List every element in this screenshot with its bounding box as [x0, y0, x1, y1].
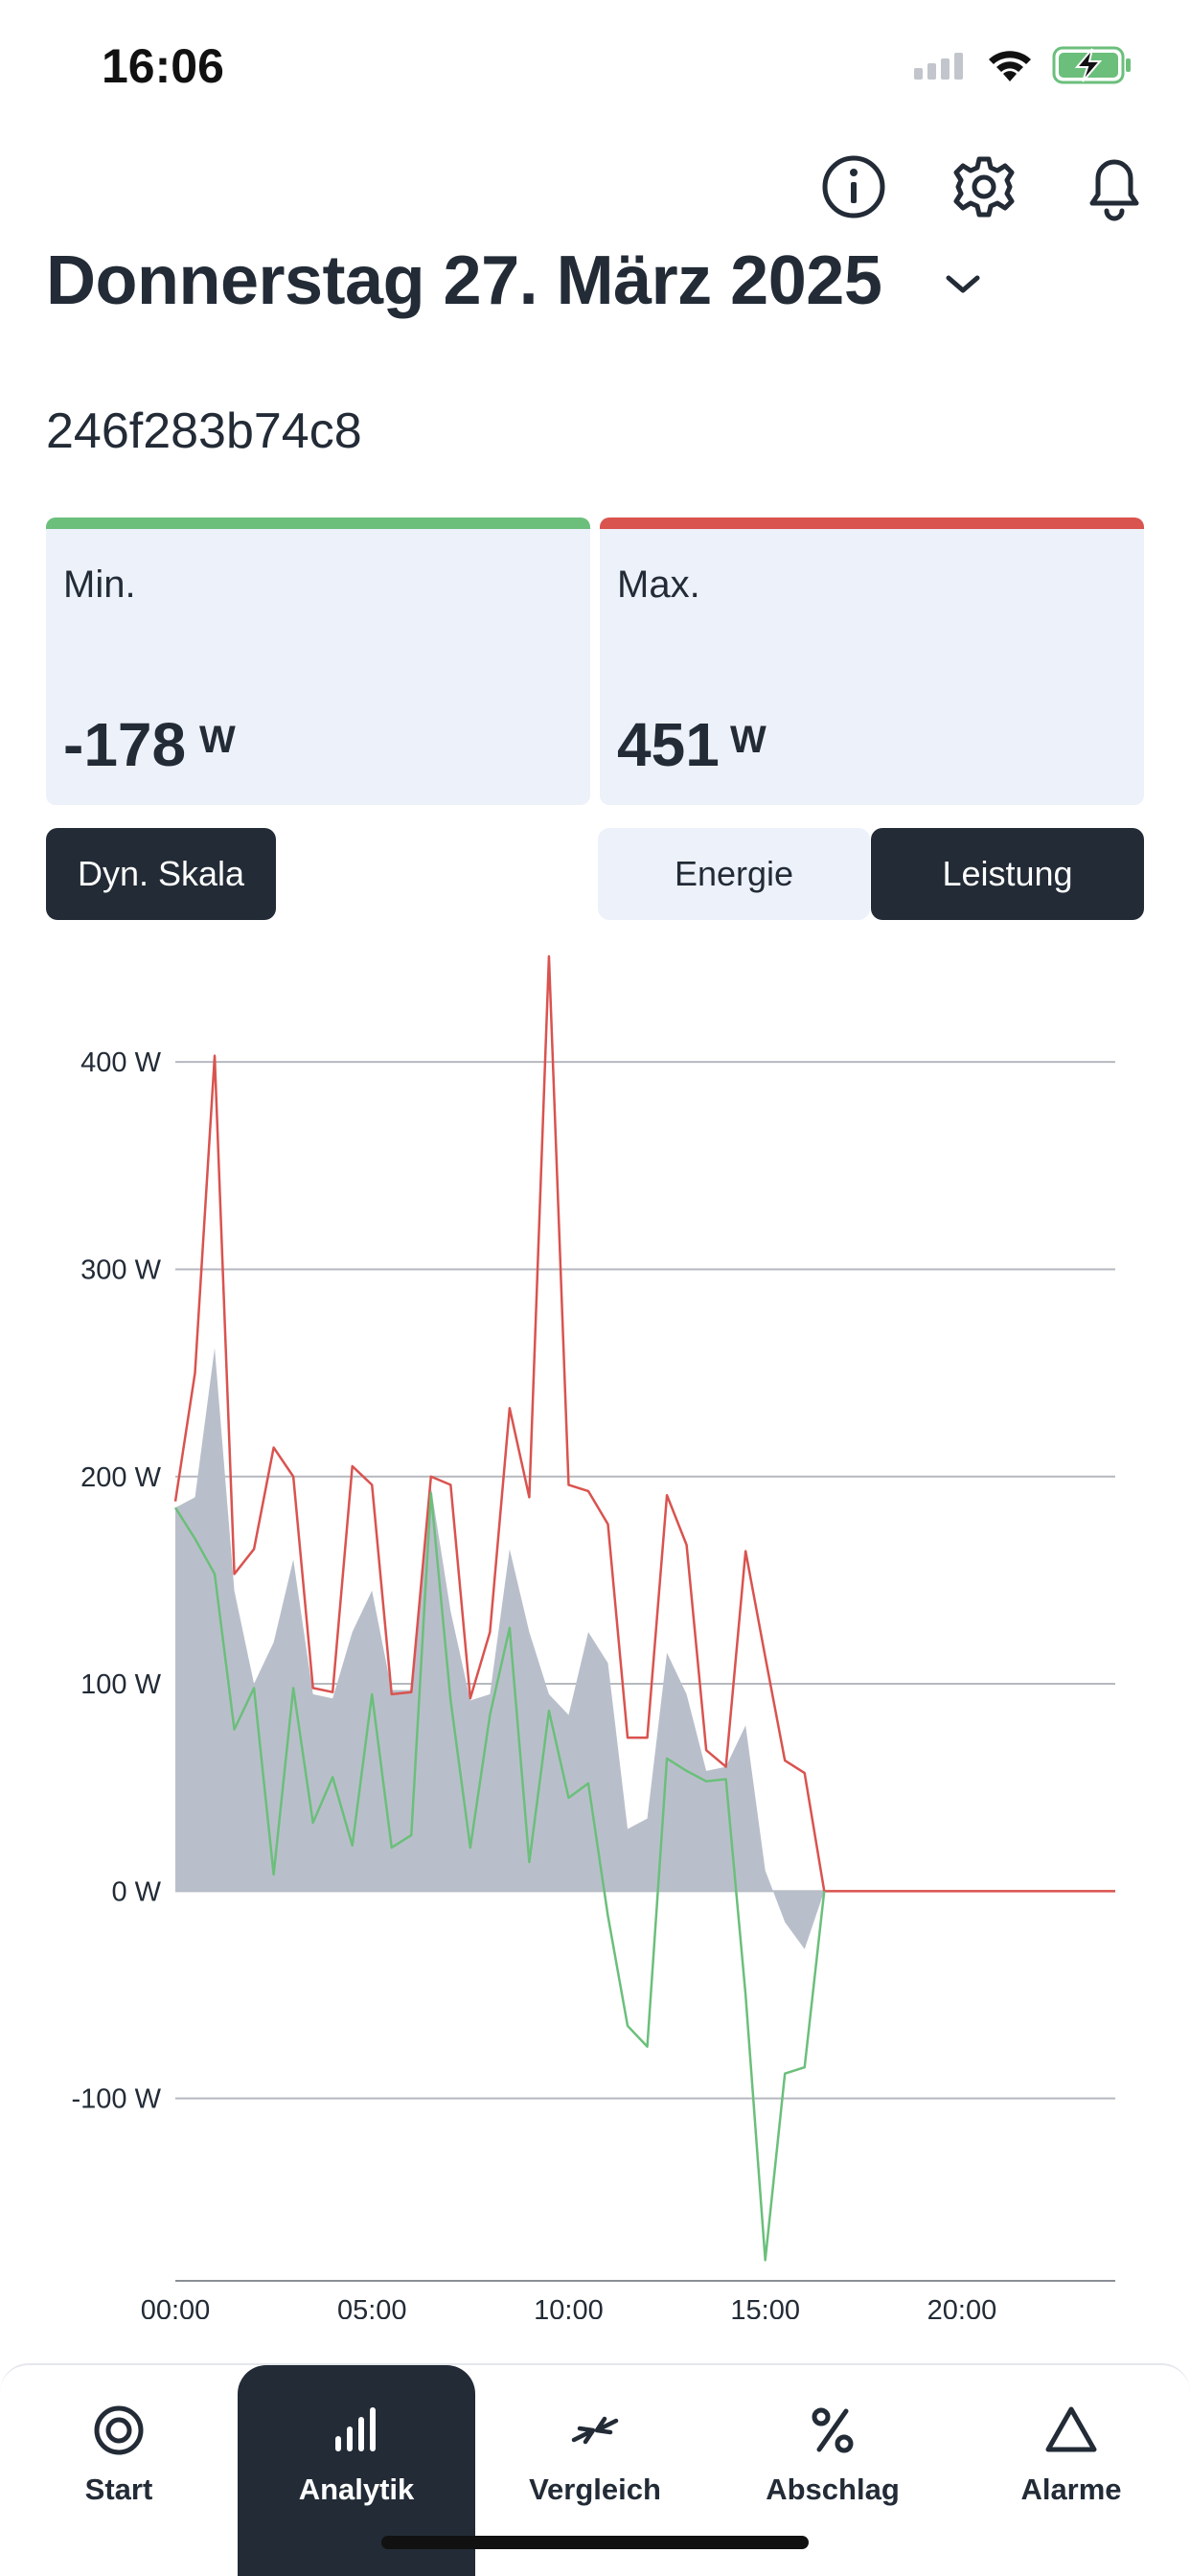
- date-dropdown-toggle[interactable]: [939, 261, 987, 309]
- y-tick-label: 200 W: [80, 1462, 161, 1493]
- notifications-button[interactable]: [1077, 150, 1152, 224]
- x-tick-label: 15:00: [730, 2295, 800, 2319]
- x-tick-label: 05:00: [337, 2295, 407, 2319]
- y-tick-label: -100 W: [72, 2084, 162, 2115]
- nav-analytik-label: Analytik: [298, 2472, 415, 2506]
- nav-start[interactable]: Start: [0, 2365, 238, 2576]
- min-unit: W: [199, 719, 236, 761]
- info-icon: [822, 155, 885, 218]
- area-series-0: [175, 1347, 825, 1949]
- percent-icon: [804, 2402, 861, 2459]
- nav-start-label: Start: [84, 2472, 153, 2506]
- line-series-1: [173, 954, 1115, 1893]
- line-series-2: [173, 1491, 826, 2262]
- settings-button[interactable]: [947, 150, 1021, 224]
- max-label: Max.: [617, 564, 700, 606]
- chart-line-series: [173, 954, 1115, 2262]
- nav-abschlag[interactable]: Abschlag: [714, 2365, 951, 2576]
- gear-icon: [953, 156, 1015, 218]
- tab-leistung[interactable]: Leistung: [871, 828, 1144, 920]
- nav-vergleich[interactable]: Vergleich: [476, 2365, 714, 2576]
- dyn-scale-button[interactable]: Dyn. Skala: [46, 828, 276, 920]
- min-card: Min. -178 W: [46, 518, 590, 805]
- target-icon: [90, 2402, 148, 2459]
- y-tick-label: 400 W: [80, 1047, 161, 1078]
- x-tick-label: 20:00: [927, 2295, 997, 2319]
- home-indicator: [381, 2536, 809, 2549]
- min-label: Min.: [63, 564, 136, 606]
- y-tick-label: 0 W: [111, 1876, 161, 1907]
- chart-area-series: [175, 1347, 825, 1949]
- wifi-icon: [989, 51, 1031, 81]
- max-unit: W: [730, 719, 767, 761]
- cellular-signal-icon: [914, 53, 963, 80]
- power-chart[interactable]: -100 W 0 W 100 W 200 W 300 W 400 W 00:00 05:00 1…: [0, 939, 1190, 2319]
- info-button[interactable]: [816, 150, 891, 224]
- chart-axes: -100 W 0 W 100 W 200 W 300 W 400 W 00:00 05:00 1…: [72, 1047, 1115, 2319]
- status-time: 16:06: [102, 39, 224, 93]
- min-value: -178: [63, 710, 187, 779]
- min-color-bar: [46, 518, 590, 529]
- chevron-down-icon: [946, 275, 980, 293]
- x-tick-label: 00:00: [141, 2295, 211, 2319]
- chart-grid: [175, 1061, 1115, 2100]
- triangle-icon: [1042, 2402, 1100, 2459]
- device-id: 246f283b74c8: [46, 403, 362, 459]
- date-title[interactable]: Donnerstag 27. März 2025: [46, 242, 882, 319]
- compare-arrows-icon: [566, 2402, 624, 2459]
- max-color-bar: [600, 518, 1144, 529]
- max-value: 451: [617, 710, 720, 779]
- status-icons: [914, 42, 1133, 88]
- nav-abschlag-label: Abschlag: [766, 2472, 900, 2506]
- bars-icon: [328, 2402, 385, 2459]
- battery-charging-icon: [1052, 46, 1131, 84]
- bell-icon: [1089, 159, 1139, 221]
- y-tick-label: 300 W: [80, 1254, 161, 1285]
- tab-energie[interactable]: Energie: [598, 828, 870, 920]
- max-card: Max. 451 W: [600, 518, 1144, 805]
- y-tick-label: 100 W: [80, 1669, 161, 1700]
- nav-alarme[interactable]: Alarme: [952, 2365, 1190, 2576]
- nav-alarme-label: Alarme: [1020, 2472, 1122, 2506]
- x-tick-label: 10:00: [534, 2295, 604, 2319]
- nav-vergleich-label: Vergleich: [529, 2472, 661, 2506]
